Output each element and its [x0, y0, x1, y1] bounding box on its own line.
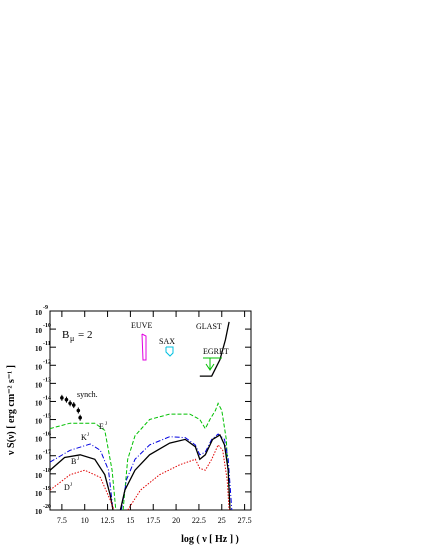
synch-point	[68, 401, 72, 406]
plot-frame	[49, 310, 252, 511]
series-label: K	[81, 433, 87, 442]
annotation-rest: = 2	[78, 329, 92, 341]
y-tick-label: -19	[43, 486, 51, 492]
y-tick-base: 10	[35, 309, 43, 317]
series-label-sup: J	[87, 433, 89, 438]
x-tick-label: 15	[126, 516, 134, 525]
series-line	[49, 443, 230, 511]
synch-point	[64, 397, 69, 402]
y-tick-label: -9	[43, 305, 48, 311]
series-line	[49, 402, 231, 511]
x-axis-title: log ( ν [ Hz ] )	[181, 534, 239, 545]
series-line	[199, 321, 230, 377]
y-tick-base: 10	[35, 490, 43, 498]
y-tick-label: -13	[43, 377, 51, 383]
instrument-egret-arrow	[205, 363, 215, 371]
y-tick-base: 10	[35, 436, 43, 444]
y-tick-label: -15	[43, 414, 51, 420]
y-tick-base: 10	[35, 399, 43, 407]
series-label-sup: J	[70, 483, 72, 488]
x-tick-label: 10	[81, 516, 89, 525]
series-line	[49, 433, 231, 511]
x-tick-label: 20	[172, 516, 180, 525]
y-tick-base: 10	[35, 508, 43, 516]
y-tick-base: 10	[35, 345, 43, 353]
y-tick-label: -16	[43, 432, 51, 438]
instrument-label: EUVE	[131, 321, 152, 330]
x-tick-label: 17.5	[146, 516, 160, 525]
series-label: B	[71, 457, 76, 466]
y-tick-label: -17	[43, 450, 51, 456]
y-tick-label: -12	[43, 359, 51, 365]
y-axis-title: ν S(ν) [ erg cm⁻² s⁻¹ ]	[6, 365, 17, 456]
x-tick-label: 27.5	[238, 516, 252, 525]
instrument-euve	[141, 333, 147, 361]
series-label: GLAST	[196, 322, 222, 331]
annotation-sub: μ	[70, 334, 74, 343]
annotation-main: B	[62, 329, 69, 341]
series-line	[49, 433, 233, 511]
x-tick-label: 12.5	[101, 516, 115, 525]
synch-point	[60, 396, 64, 400]
synch-point	[76, 408, 81, 413]
y-tick-base: 10	[35, 381, 43, 389]
y-tick-label: -18	[43, 468, 51, 474]
y-tick-base: 10	[35, 363, 43, 371]
synch-point	[78, 415, 82, 420]
instrument-sax	[165, 346, 174, 357]
x-tick-label: 7.5	[57, 516, 67, 525]
series-label-sup: J	[77, 457, 79, 462]
y-tick-base: 10	[35, 327, 43, 335]
instrument-label: SAX	[159, 337, 175, 346]
synch-label: synch.	[77, 390, 98, 399]
x-tick-label: 25	[218, 516, 226, 525]
series-label: D	[64, 483, 70, 492]
y-tick-base: 10	[35, 418, 43, 426]
y-tick-label: -10	[43, 323, 51, 329]
y-tick-label: -14	[43, 395, 51, 401]
synch-point	[71, 403, 76, 407]
instrument-label: EGRET	[203, 347, 229, 356]
x-tick-label: 22.5	[192, 516, 206, 525]
y-tick-label: -20	[43, 504, 51, 510]
y-tick-base: 10	[35, 472, 43, 480]
y-tick-label: -11	[43, 341, 51, 347]
annotation: B μ = 2	[62, 329, 92, 343]
y-tick-base: 10	[35, 454, 43, 462]
series-label-sup: J	[105, 422, 107, 427]
series-label: E	[99, 422, 104, 431]
